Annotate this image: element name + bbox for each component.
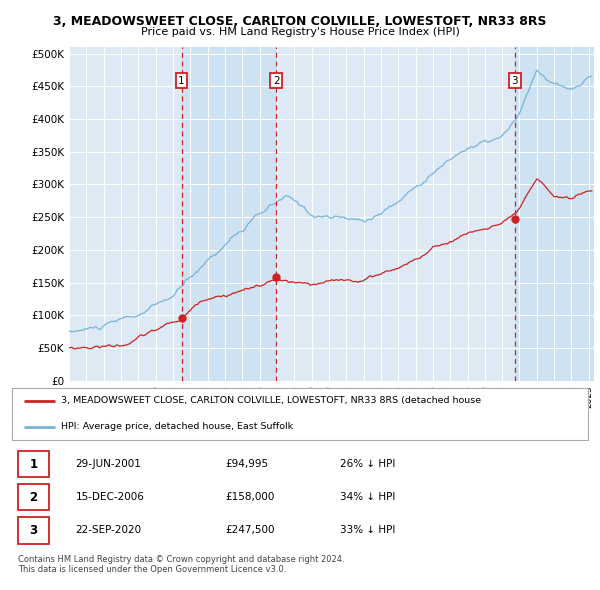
Text: 3: 3 — [29, 523, 38, 537]
Text: 2: 2 — [29, 490, 38, 504]
Bar — [182, 47, 276, 381]
FancyBboxPatch shape — [18, 484, 49, 510]
Text: 3, MEADOWSWEET CLOSE, CARLTON COLVILLE, LOWESTOFT, NR33 8RS: 3, MEADOWSWEET CLOSE, CARLTON COLVILLE, … — [53, 15, 547, 28]
Text: HPI: Average price, detached house, East Suffolk: HPI: Average price, detached house, East… — [61, 422, 293, 431]
Text: Price paid vs. HM Land Registry's House Price Index (HPI): Price paid vs. HM Land Registry's House … — [140, 27, 460, 37]
Text: 22-SEP-2020: 22-SEP-2020 — [76, 525, 142, 535]
Text: 29-JUN-2001: 29-JUN-2001 — [76, 459, 141, 469]
Text: £247,500: £247,500 — [225, 525, 275, 535]
FancyBboxPatch shape — [18, 451, 49, 477]
FancyBboxPatch shape — [18, 517, 49, 543]
Text: 3: 3 — [511, 76, 518, 86]
Text: 26% ↓ HPI: 26% ↓ HPI — [340, 459, 395, 469]
Text: Contains HM Land Registry data © Crown copyright and database right 2024.: Contains HM Land Registry data © Crown c… — [18, 555, 344, 563]
Text: 15-DEC-2006: 15-DEC-2006 — [76, 492, 144, 502]
Text: 2: 2 — [273, 76, 280, 86]
Text: 1: 1 — [178, 76, 185, 86]
Text: 3, MEADOWSWEET CLOSE, CARLTON COLVILLE, LOWESTOFT, NR33 8RS (detached house: 3, MEADOWSWEET CLOSE, CARLTON COLVILLE, … — [61, 396, 481, 405]
Text: 1: 1 — [29, 457, 38, 471]
Text: £158,000: £158,000 — [225, 492, 274, 502]
Text: This data is licensed under the Open Government Licence v3.0.: This data is licensed under the Open Gov… — [18, 565, 286, 574]
Text: 33% ↓ HPI: 33% ↓ HPI — [340, 525, 395, 535]
Text: £94,995: £94,995 — [225, 459, 268, 469]
Text: 34% ↓ HPI: 34% ↓ HPI — [340, 492, 395, 502]
Bar — [515, 47, 594, 381]
FancyBboxPatch shape — [12, 388, 588, 440]
